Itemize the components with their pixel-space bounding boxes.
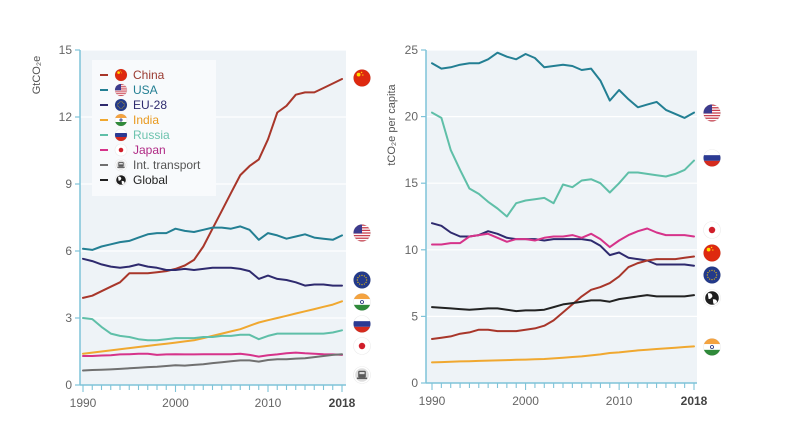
series-line-russia: [82, 317, 343, 342]
japan-icon: [353, 337, 371, 355]
global-icon: [703, 289, 721, 307]
x-tick-label: 2010: [255, 396, 282, 410]
y-tick-label: 5: [411, 309, 418, 323]
legend-item-russia: Russia: [100, 128, 170, 142]
y-tick-label: 25: [405, 43, 419, 57]
series-line-india: [431, 345, 695, 364]
plot-area: [426, 50, 697, 383]
legend-item-transport: Int. transport: [100, 158, 201, 172]
x-tick-label: 2018: [681, 394, 708, 408]
y-tick-label: 10: [405, 243, 419, 257]
russia-icon: [114, 128, 128, 142]
usa-icon: [703, 104, 721, 122]
y-tick-label: 15: [59, 43, 73, 57]
japan-icon: [703, 221, 721, 239]
x-tick-label: 1990: [70, 396, 97, 410]
x-tick-label: 2000: [162, 396, 189, 410]
legend-label: USA: [133, 83, 158, 97]
series-line-eu: [82, 257, 343, 287]
series-line-india: [82, 300, 343, 355]
legend-label: Global: [133, 173, 168, 187]
japan-icon: [114, 143, 128, 157]
x-tick-label: 2000: [512, 394, 539, 408]
x-tick-label: 2010: [606, 394, 633, 408]
y-tick-label: 9: [65, 177, 72, 191]
india-icon: [353, 293, 371, 311]
y-tick-label: 20: [405, 110, 419, 124]
eu-icon: [703, 266, 721, 284]
china-icon: [114, 68, 128, 82]
x-tick-label: 1990: [419, 394, 446, 408]
series-line-transport: [82, 353, 343, 372]
series-line-japan: [431, 227, 695, 249]
legend-item-india: India: [100, 113, 159, 127]
series-line-usa: [82, 225, 343, 251]
legend-item-eu: EU-28: [100, 98, 167, 112]
series-line-usa: [431, 51, 695, 119]
india-icon: [703, 338, 721, 356]
y-tick-label: 15: [405, 176, 419, 190]
legend-item-global: Global: [100, 173, 168, 187]
india-icon: [114, 113, 128, 127]
series-line-china: [431, 255, 695, 340]
legend-label: EU-28: [133, 98, 167, 112]
legend-item-usa: USA: [100, 83, 158, 97]
legend-item-china: China: [100, 68, 165, 82]
x-tick-label: 2018: [329, 396, 356, 410]
usa-icon: [114, 83, 128, 97]
per-capita-emissions-chart: 0 5 10 15 20 25 1990 2000 2010 2018 tCO₂e per capi…: [386, 43, 721, 408]
legend-label: India: [133, 113, 159, 127]
legend-label: China: [133, 68, 165, 82]
global-icon: [114, 173, 128, 187]
series-line-china: [82, 78, 343, 299]
y-axis-label: GtCO₂e: [31, 56, 43, 95]
series-line-japan: [82, 351, 343, 358]
y-tick-label: 12: [59, 110, 73, 124]
usa-icon: [353, 224, 371, 242]
y-axis-label: tCO₂e per capita: [386, 83, 398, 165]
legend-box: [92, 60, 216, 196]
china-icon: [703, 244, 721, 262]
y-tick-label: 6: [65, 244, 72, 258]
transport-icon: [353, 366, 371, 384]
series-line-global: [431, 294, 695, 313]
eu-icon: [353, 271, 371, 289]
series-line-russia: [431, 111, 695, 218]
russia-icon: [703, 149, 721, 167]
legend-label: Japan: [133, 143, 166, 157]
china-icon: [353, 69, 371, 87]
y-tick-label: 0: [65, 378, 72, 392]
russia-icon: [353, 315, 371, 333]
legend-label: Russia: [133, 128, 170, 142]
eu-icon: [114, 98, 128, 112]
transport-icon: [114, 158, 128, 172]
legend-label: Int. transport: [133, 158, 201, 172]
y-tick-label: 3: [65, 311, 72, 325]
legend-item-japan: Japan: [100, 143, 166, 157]
y-tick-label: 0: [411, 376, 418, 390]
